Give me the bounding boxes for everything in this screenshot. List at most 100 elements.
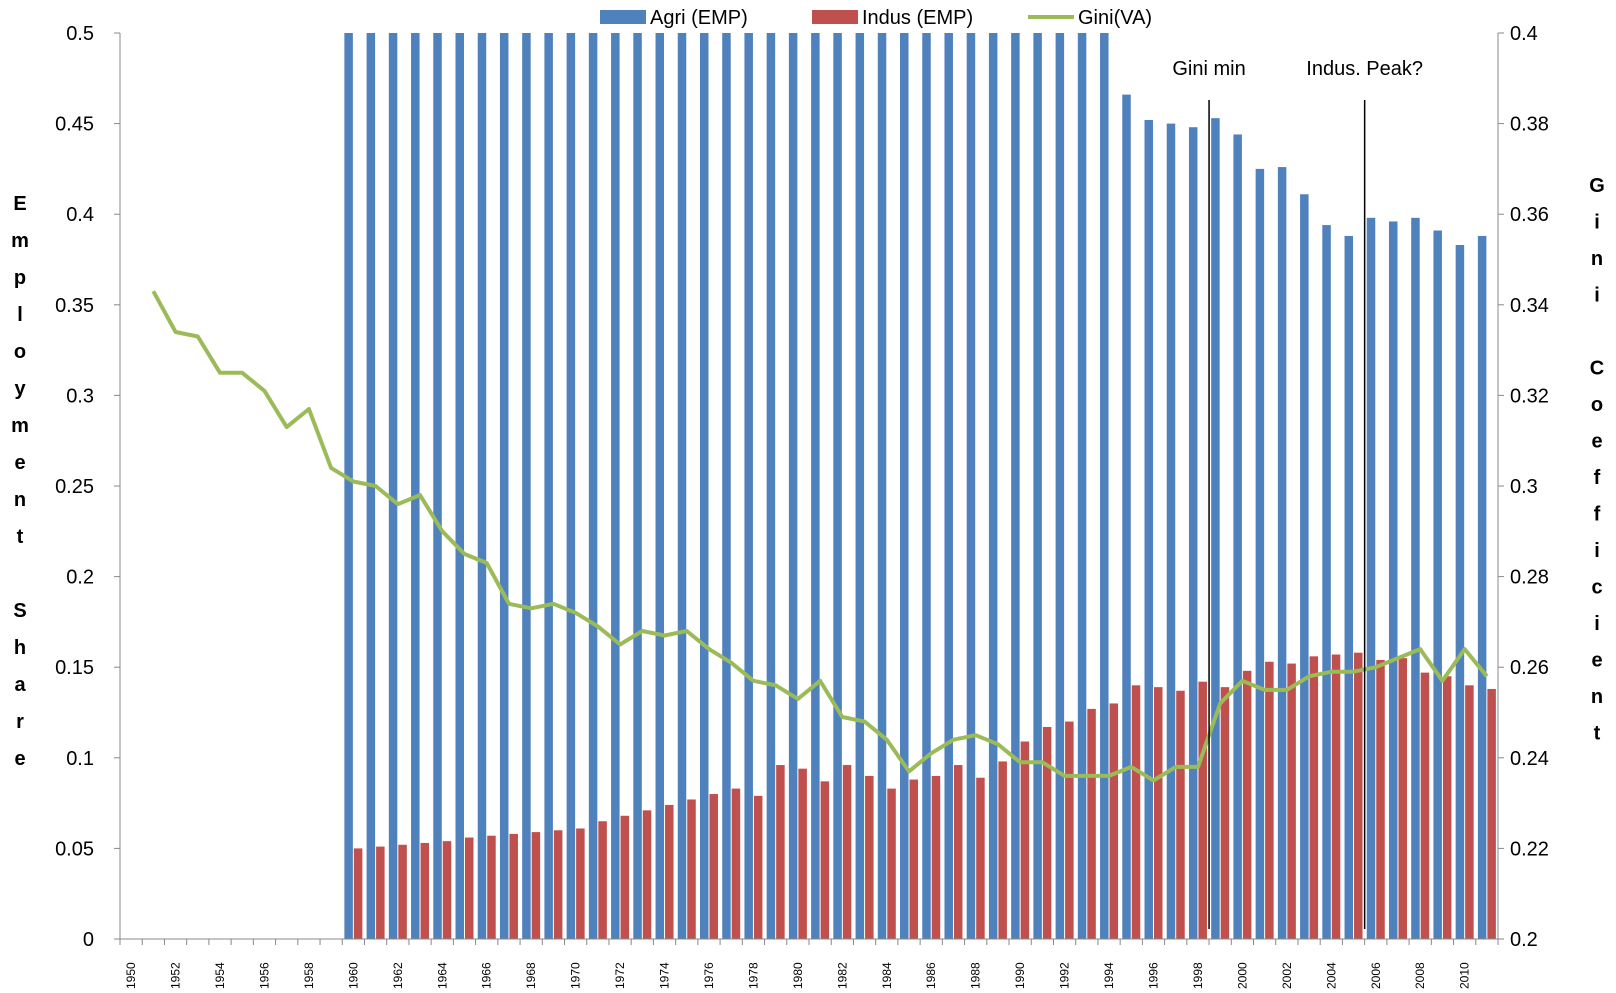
agri-bar <box>1122 94 1131 939</box>
left-y-tick-label: 0.1 <box>66 748 94 770</box>
indus-bar <box>1176 690 1185 939</box>
annotation-label: Indus. Peak? <box>1306 58 1423 80</box>
x-tick-label: 1972 <box>613 962 627 989</box>
left-axis-title-char: y <box>14 378 26 400</box>
right-axis-title-char: e <box>1591 650 1602 672</box>
indus-bar <box>776 765 785 939</box>
indus-bar <box>865 775 874 939</box>
right-axis-title-char: i <box>1594 540 1600 562</box>
agri-bar <box>655 33 665 939</box>
agri-bar <box>1233 134 1242 940</box>
left-axis-title-char: m <box>11 230 29 252</box>
indus-bar <box>598 821 607 939</box>
indus-bar <box>1331 654 1341 939</box>
indus-bar <box>798 768 807 939</box>
agri-bar <box>1366 217 1376 940</box>
left-axis-title-char: o <box>14 341 26 363</box>
x-tick-label: 1970 <box>569 962 583 989</box>
x-tick-label: 1984 <box>880 962 894 989</box>
agri-bar <box>1433 230 1442 939</box>
right-axis-title-char: i <box>1594 613 1600 635</box>
left-axis-title-char: t <box>17 526 24 548</box>
left-axis-title-char: e <box>14 748 25 770</box>
indus-bar <box>1220 687 1230 939</box>
left-y-tick-label: 0.05 <box>55 838 94 860</box>
indus-bar <box>1265 661 1274 939</box>
x-tick-label: 2010 <box>1458 962 1472 989</box>
right-y-tick-label: 0.32 <box>1510 385 1549 407</box>
left-axis-title-char: e <box>14 452 25 474</box>
annotation-label: Gini min <box>1172 58 1245 80</box>
x-tick-label: 1998 <box>1191 962 1205 989</box>
agri-bar <box>966 33 976 939</box>
gini-line-layer <box>151 290 1489 783</box>
right-axis-title-char: G <box>1589 175 1605 197</box>
indus-bar <box>731 788 741 939</box>
left-axis-title-char: r <box>16 711 24 733</box>
x-tick-label: 1966 <box>480 962 494 989</box>
agri-bar <box>433 33 442 939</box>
indus-bar <box>1354 652 1363 939</box>
indus-bar <box>1376 659 1385 939</box>
indus-bar <box>1398 658 1407 939</box>
left-y-tick-label: 0.2 <box>66 567 94 589</box>
agri-bar <box>744 33 753 939</box>
x-tick-label: 1954 <box>213 962 227 989</box>
indus-bar <box>1309 656 1319 939</box>
right-y-tick-label: 0.4 <box>1510 23 1538 45</box>
x-tick-label: 1952 <box>169 962 183 989</box>
x-tick-label: 1956 <box>257 962 271 989</box>
agri-bar <box>1255 168 1265 939</box>
x-tick-label: 1962 <box>391 962 405 989</box>
indus-bar <box>442 841 452 939</box>
agri-bar <box>1188 127 1198 939</box>
right-y-tick-label: 0.22 <box>1510 838 1549 860</box>
indus-bar <box>487 835 496 939</box>
x-tick-label: 1950 <box>124 962 138 989</box>
agri-bar <box>1388 221 1398 939</box>
left-y-tick-label: 0.4 <box>66 204 94 226</box>
indus-bar <box>1131 685 1141 939</box>
agri-bar <box>566 33 576 939</box>
indus-bar <box>998 761 1007 939</box>
left-y-tick-label: 0.25 <box>55 476 94 498</box>
agri-bar <box>766 33 776 939</box>
indus-bar <box>553 830 563 939</box>
indus-bar <box>1065 721 1074 939</box>
indus-bar <box>398 844 407 939</box>
agri-bar <box>1011 33 1020 939</box>
agri-bar <box>1055 33 1065 939</box>
agri-bar <box>1344 235 1354 940</box>
agri-bar <box>1033 33 1042 939</box>
indus-bar <box>531 832 541 939</box>
x-tick-label: 2006 <box>1369 962 1383 989</box>
indus-bar <box>1420 672 1430 939</box>
indus-bar <box>842 765 852 939</box>
right-y-tick-label: 0.38 <box>1510 114 1549 136</box>
agri-bar <box>855 33 865 939</box>
agri-bar <box>544 33 553 939</box>
x-tick-label: 1958 <box>302 962 316 989</box>
left-axis-title-char: a <box>14 674 26 696</box>
agri-bar <box>455 33 464 939</box>
axes-layer: 0 0.05 0.1 0.15 0.2 0.25 0.3 0.35 0.4 0.45 0.5 0.2 0… <box>55 23 1549 989</box>
indus-bar <box>1154 687 1163 939</box>
agri-bar <box>811 33 820 939</box>
x-tick-label: 1988 <box>969 962 983 989</box>
right-axis-title-char: n <box>1591 686 1603 708</box>
agri-bar <box>588 33 598 939</box>
x-tick-label: 1994 <box>1102 962 1116 989</box>
legend-label: Indus (EMP) <box>862 7 973 29</box>
agri-bar <box>1477 235 1487 940</box>
left-axis-title-char: l <box>17 304 23 326</box>
x-tick-label: 1978 <box>746 962 760 989</box>
right-axis-title-char: c <box>1591 577 1602 599</box>
indus-bar <box>753 795 763 939</box>
legend-swatch <box>600 10 646 24</box>
indus-bar <box>1198 681 1207 939</box>
x-tick-label: 1992 <box>1058 962 1072 989</box>
indus-bar <box>1020 741 1030 939</box>
agri-bar <box>1077 33 1087 939</box>
